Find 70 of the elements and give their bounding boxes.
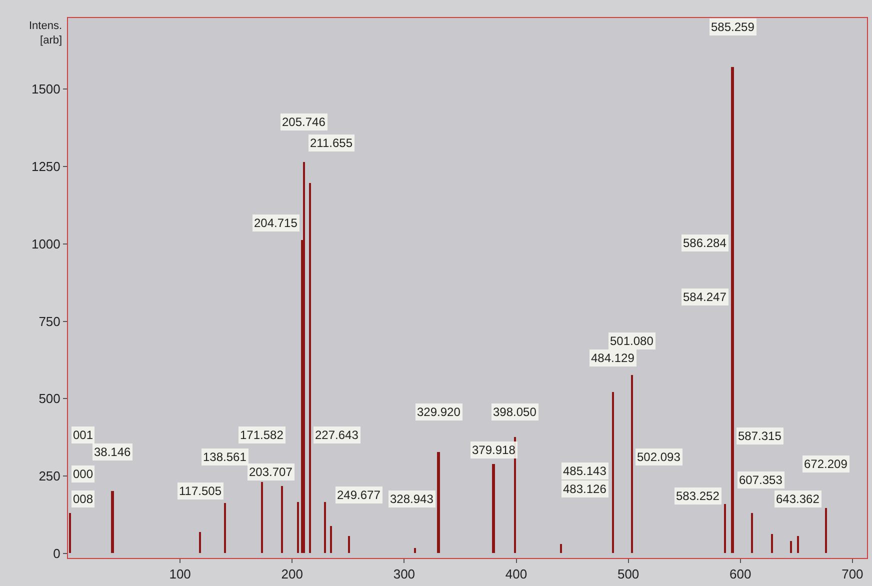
x-tick-label: 300: [393, 566, 416, 582]
bar: [330, 526, 332, 553]
bar: [437, 452, 440, 553]
bar: [111, 491, 114, 553]
annotation: 203.707: [249, 465, 293, 479]
bar: [731, 67, 734, 553]
y-tick-label: 0: [53, 546, 60, 561]
annotation: 205.746: [282, 115, 326, 129]
bar: [199, 532, 201, 553]
bar: [751, 513, 753, 553]
annotation: 227.643: [315, 428, 359, 442]
x-tick-label: 700: [842, 566, 864, 582]
bar: [324, 502, 326, 553]
annotation: 587.315: [738, 429, 782, 443]
annotation: 585.259: [711, 20, 755, 34]
annotation: 483.126: [563, 482, 607, 496]
x-tick-label: 400: [505, 566, 528, 582]
bar: [790, 541, 792, 553]
annotation: 586.284: [683, 236, 727, 250]
y-tick-label: 1250: [31, 159, 60, 174]
annotation: 398.050: [493, 405, 537, 419]
y-tick-label: 1000: [31, 236, 60, 252]
bar: [297, 502, 299, 553]
bar: [281, 486, 283, 553]
bar: [309, 183, 311, 553]
annotation: 379.918: [472, 443, 516, 457]
bar: [825, 508, 827, 553]
bar: [631, 375, 633, 553]
annotation: 000: [73, 467, 94, 481]
annotation: 008: [73, 492, 94, 506]
bar: [414, 548, 416, 553]
annotation: 607.353: [739, 473, 783, 487]
bar: [261, 482, 263, 553]
y-tick-label: 250: [38, 468, 60, 484]
bar: [797, 536, 799, 553]
annotation: 643.362: [776, 492, 820, 506]
bar: [560, 544, 562, 553]
annotation: 485.143: [563, 464, 607, 478]
y-axis-title: Intens. [arb]: [29, 20, 62, 46]
annotation: 171.582: [240, 428, 284, 442]
bar: [224, 503, 226, 553]
annotation: 138.561: [203, 450, 247, 464]
x-tick-label: 500: [617, 566, 640, 582]
annotation: 328.943: [390, 492, 434, 506]
bar: [348, 536, 350, 553]
annotation: 204.715: [254, 216, 298, 230]
y-tick-label: 750: [38, 314, 60, 329]
bar: [69, 513, 71, 553]
annotation: 502.093: [637, 450, 681, 464]
annotation: 584.247: [683, 290, 727, 304]
bar: [771, 534, 773, 553]
bar: [492, 464, 495, 553]
y-tick-label: 1500: [31, 82, 60, 97]
x-tick-label: 200: [281, 566, 303, 582]
annotation: 672.209: [804, 457, 848, 471]
annotation: 117.505: [179, 484, 222, 498]
bar: [303, 162, 305, 553]
annotation: 583.252: [676, 489, 720, 503]
annotation: 001: [73, 428, 94, 442]
x-tick-label: 600: [730, 566, 752, 582]
annotation: 501.080: [610, 334, 654, 348]
annotation: 38.146: [94, 445, 132, 459]
annotation: 211.655: [310, 136, 353, 150]
bar: [724, 504, 726, 553]
x-tick-label: 100: [169, 566, 191, 582]
annotation: 249.677: [337, 488, 381, 502]
annotation: 329.920: [417, 405, 461, 419]
y-tick-label: 500: [38, 391, 60, 406]
bar: [612, 392, 614, 553]
annotation: 484.129: [591, 351, 635, 365]
